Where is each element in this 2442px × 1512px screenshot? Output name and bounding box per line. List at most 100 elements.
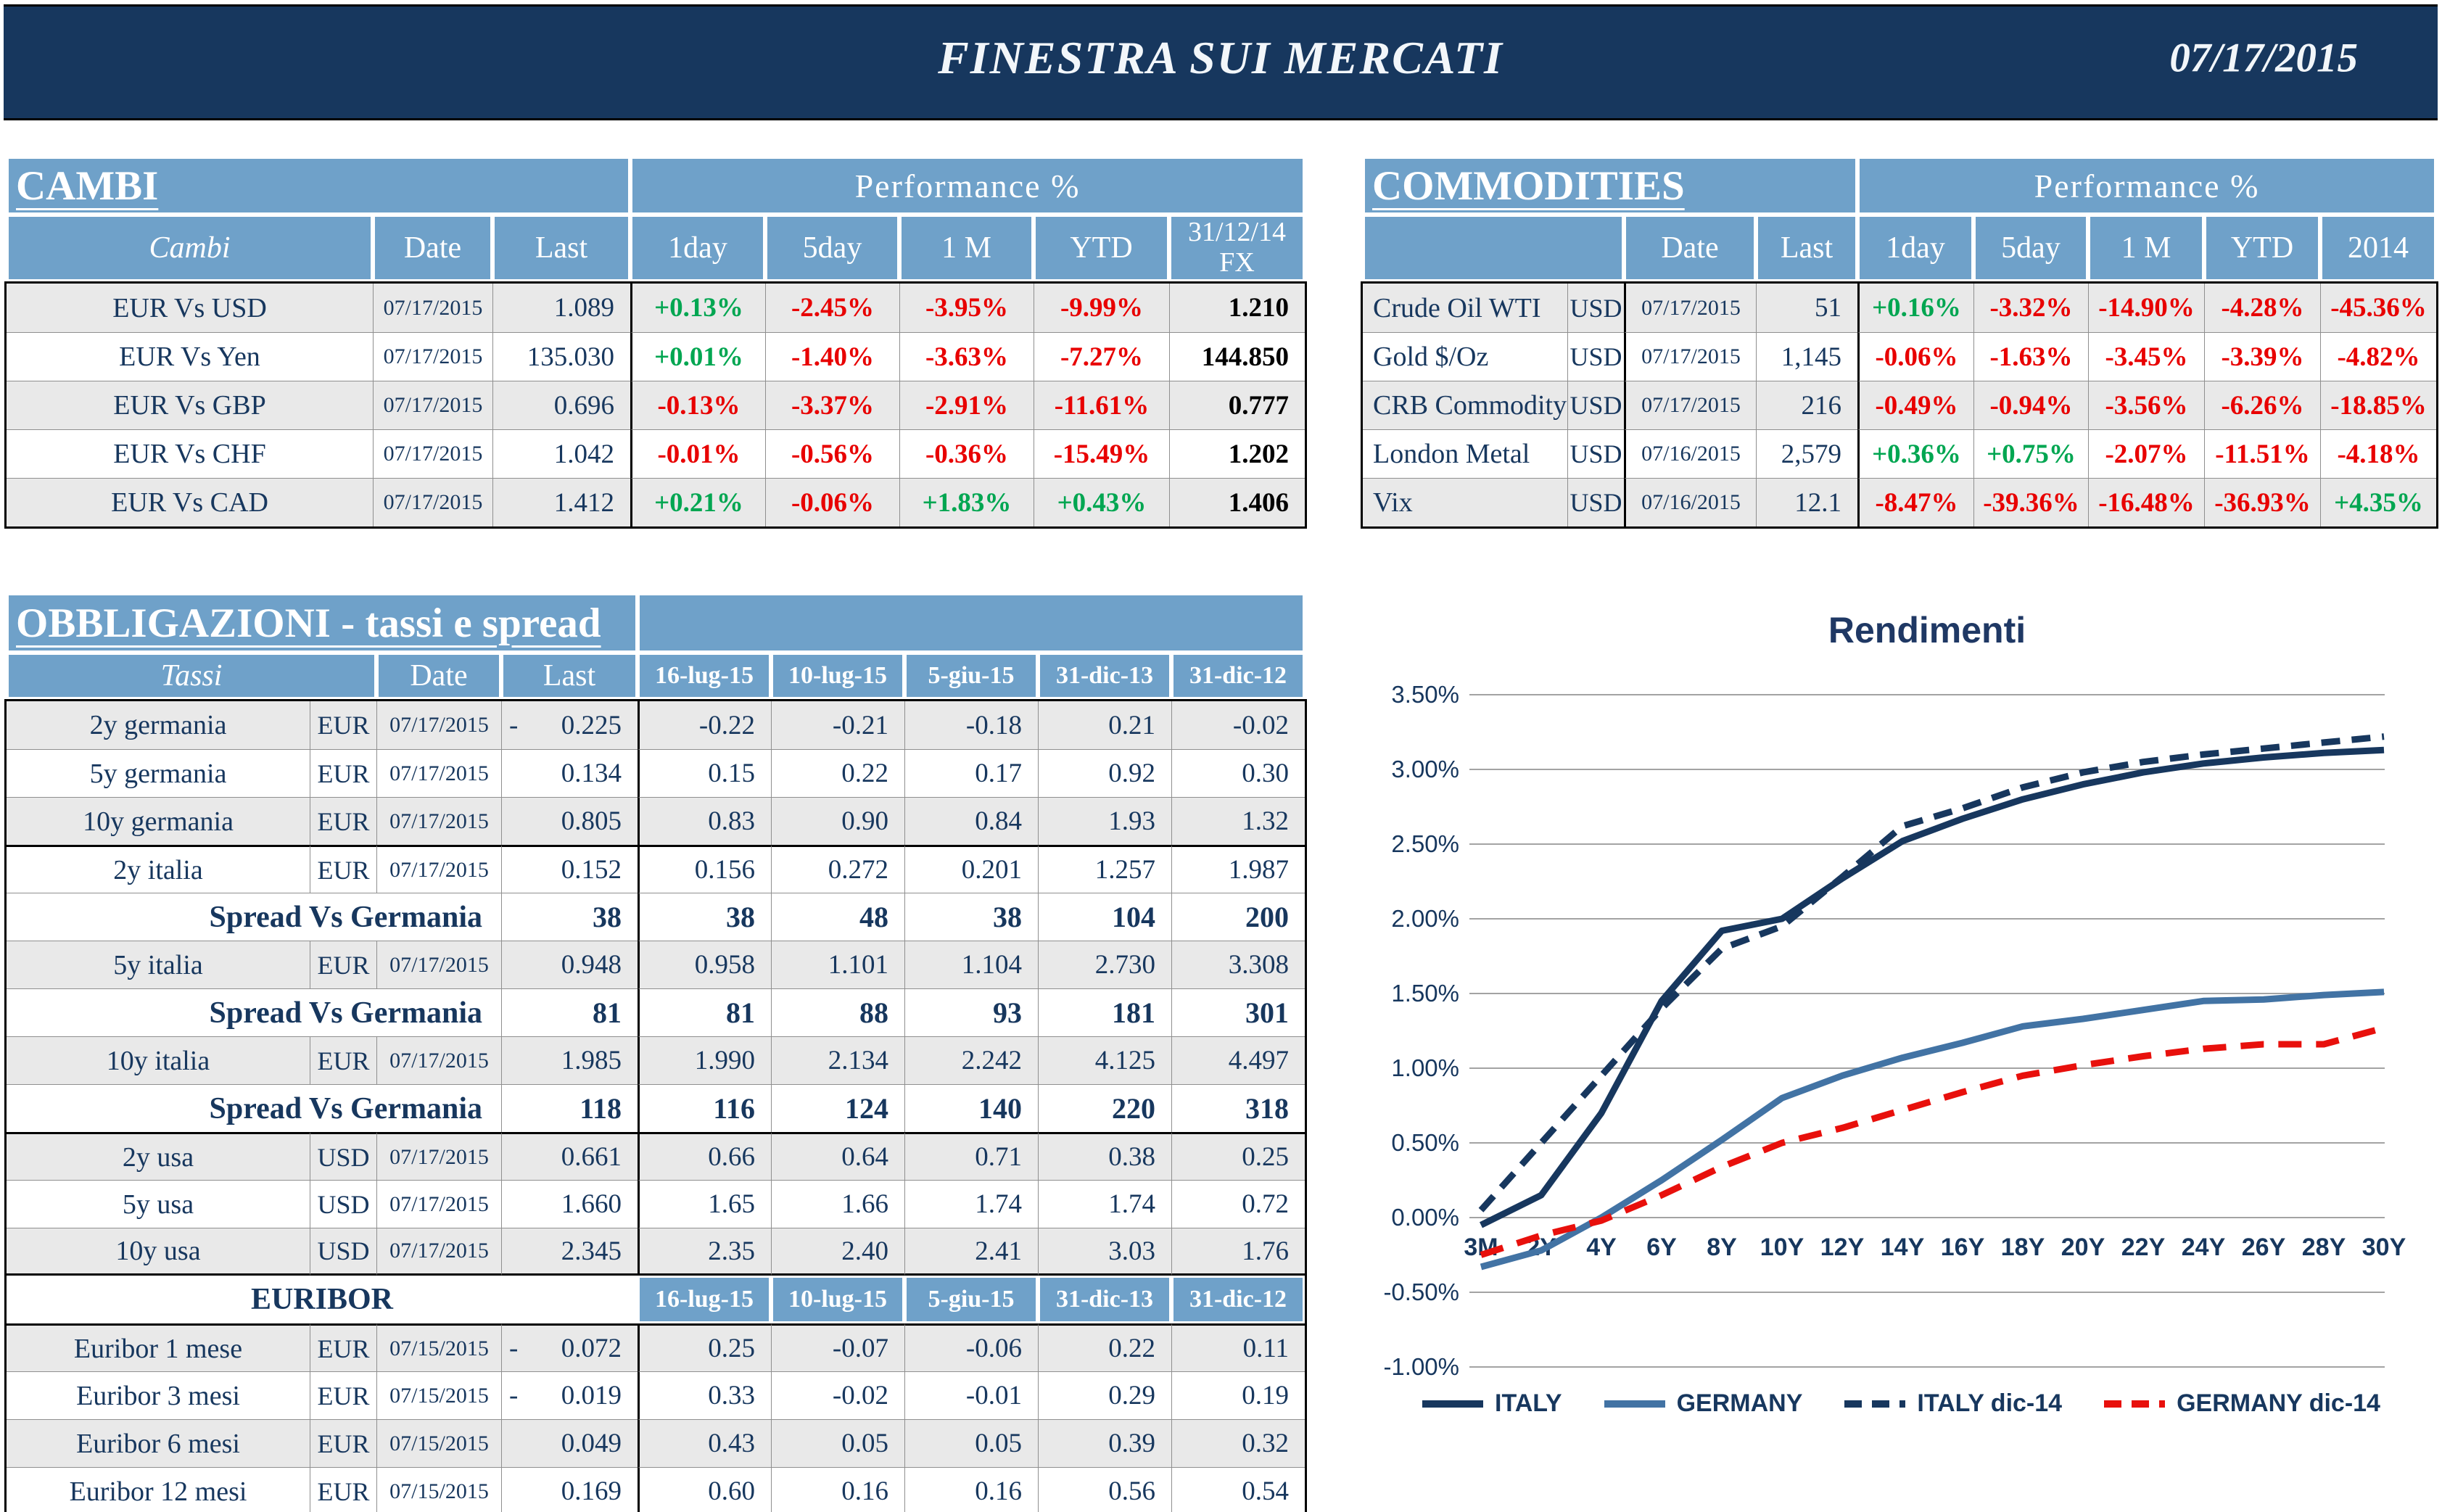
bond-currency: EUR <box>310 749 376 797</box>
spread-last-value: 118 <box>501 1084 638 1132</box>
cambi-col-header: 31/12/14 FX <box>1169 215 1305 281</box>
history-value: 0.19 <box>1171 1371 1305 1419</box>
bond-rate-name: 5y italia <box>7 941 310 988</box>
history-value: 0.201 <box>904 845 1038 893</box>
last-value: - 0.225 <box>501 701 638 749</box>
euribor-history-col-header: 31-dic-13 <box>1038 1276 1171 1323</box>
chart-y-tick-label: 1.50% <box>1391 980 1459 1007</box>
history-value: -0.01 <box>904 1371 1038 1419</box>
commodity-currency: USD <box>1567 429 1624 478</box>
report-date: 07/17/2015 <box>2169 35 2358 81</box>
chart-title: Rendimenti <box>1828 610 2026 650</box>
chart-series-italy-dic-14 <box>1478 733 2385 1213</box>
last-value: 1.412 <box>492 478 630 526</box>
spread-history-value: 301 <box>1171 988 1305 1036</box>
performance-value: -3.39% <box>2204 332 2320 381</box>
performance-value: -3.95% <box>899 284 1034 332</box>
bonds-history-col-header: 10-lug-15 <box>771 653 904 699</box>
history-value: -0.06 <box>904 1323 1038 1371</box>
fx-ref-value: 1.210 <box>1169 284 1305 332</box>
last-value: 0.696 <box>492 381 630 429</box>
currency-pair-name: EUR Vs Yen <box>7 332 373 381</box>
last-value: 0.049 <box>501 1419 638 1467</box>
chart-x-tick-label: 22Y <box>2121 1234 2166 1261</box>
report-banner: FINESTRA SUI MERCATI 07/17/2015 <box>4 4 2438 120</box>
commodity-name: London Metal <box>1363 429 1567 478</box>
cambi-table-body: EUR Vs USD 07/17/2015 1.089 +0.13% -2.45% -3.… <box>4 281 1307 529</box>
history-value: 1.66 <box>771 1180 904 1228</box>
bonds-history-col-header: 5-giu-15 <box>904 653 1038 699</box>
history-value: 0.16 <box>904 1467 1038 1512</box>
bonds-last-header: Last <box>501 653 638 699</box>
legend-item-italy-dic-14: ITALY dic-14 <box>1843 1389 2062 1418</box>
performance-value: -2.91% <box>899 381 1034 429</box>
euribor-history-col-header: 10-lug-15 <box>771 1276 904 1323</box>
cambi-col-header: Last <box>492 215 630 281</box>
performance-value: +0.75% <box>1973 429 2088 478</box>
history-value: 3.308 <box>1171 941 1305 988</box>
history-value: 0.92 <box>1038 749 1171 797</box>
performance-value: +0.13% <box>630 284 765 332</box>
performance-value: -2.07% <box>2088 429 2204 478</box>
bond-currency: EUR <box>310 701 376 749</box>
history-value: 0.25 <box>638 1323 771 1371</box>
quote-date: 07/17/2015 <box>376 797 501 845</box>
history-value: 4.497 <box>1171 1036 1305 1084</box>
history-value: 1.987 <box>1171 845 1305 893</box>
bond-currency: EUR <box>310 1371 376 1419</box>
quote-date: 07/15/2015 <box>376 1371 501 1419</box>
last-value: 216 <box>1756 381 1857 429</box>
cambi-col-header: 5day <box>765 215 899 281</box>
spread-history-value: 38 <box>904 893 1038 941</box>
quote-date: 07/15/2015 <box>376 1323 501 1371</box>
commodity-name: Gold $/Oz <box>1363 332 1567 381</box>
euribor-history-col-header: 16-lug-15 <box>638 1276 771 1323</box>
history-value: 0.30 <box>1171 749 1305 797</box>
performance-value: -9.99% <box>1034 284 1169 332</box>
performance-value: -0.36% <box>899 429 1034 478</box>
history-value: 1.74 <box>1038 1180 1171 1228</box>
bond-rate-name: 10y germania <box>7 797 310 845</box>
yield-chart: Rendimenti 3.50% 3.00% 2.50% 2.00% 1.50% 1.00… <box>1361 564 2441 1511</box>
chart-legend: ITALY GERMANY ITALY dic-14 GERMANY dic-14 <box>1361 1389 2441 1418</box>
performance-value: -11.51% <box>2204 429 2320 478</box>
spread-label: Spread Vs Germania <box>7 1084 501 1132</box>
cambi-col-header: YTD <box>1034 215 1169 281</box>
performance-value: -0.49% <box>1857 381 1973 429</box>
chart-x-tick-label: 20Y <box>2061 1234 2105 1261</box>
history-value: 0.43 <box>638 1419 771 1467</box>
performance-value: -11.61% <box>1034 381 1169 429</box>
cambi-col-header: 1day <box>630 215 765 281</box>
history-value: -0.22 <box>638 701 771 749</box>
legend-swatch <box>2104 1400 2166 1408</box>
history-value: 2.134 <box>771 1036 904 1084</box>
performance-value: -4.18% <box>2320 429 2436 478</box>
performance-value: -39.36% <box>1973 478 2088 526</box>
cambi-performance-header: Performance % <box>630 157 1305 215</box>
quote-date: 07/17/2015 <box>1624 381 1756 429</box>
history-value: -0.21 <box>771 701 904 749</box>
spread-label: Spread Vs Germania <box>7 893 501 941</box>
performance-value: +0.16% <box>1857 284 1973 332</box>
quote-date: 07/16/2015 <box>1624 478 1756 526</box>
negative-sign: - <box>509 710 519 740</box>
chart-y-tick-label: 0.50% <box>1391 1129 1459 1156</box>
history-value: 0.72 <box>1171 1180 1305 1228</box>
quote-date: 07/17/2015 <box>376 1036 501 1084</box>
commodities-blank-header <box>1363 215 1624 281</box>
bonds-title-spacer <box>638 593 1305 653</box>
history-value: 0.25 <box>1171 1132 1305 1180</box>
quote-date: 07/17/2015 <box>1624 284 1756 332</box>
performance-value: +0.36% <box>1857 429 1973 478</box>
chart-y-tick-label: 0.00% <box>1391 1204 1459 1231</box>
spread-history-value: 181 <box>1038 988 1171 1036</box>
history-value: 0.22 <box>1038 1323 1171 1371</box>
history-value: 0.84 <box>904 797 1038 845</box>
bonds-table: OBBLIGAZIONI - tassi e spread Tassi Date La… <box>4 593 1307 1512</box>
performance-value: -0.56% <box>765 429 899 478</box>
quote-date: 07/16/2015 <box>1624 429 1756 478</box>
quote-date: 07/17/2015 <box>376 845 501 893</box>
chart-series-germany <box>1480 988 2385 1271</box>
bonds-table-body: 2y germania EUR 07/17/2015-0.225 -0.22 -0.21… <box>4 699 1307 1512</box>
legend-label: ITALY dic-14 <box>1917 1389 2063 1417</box>
